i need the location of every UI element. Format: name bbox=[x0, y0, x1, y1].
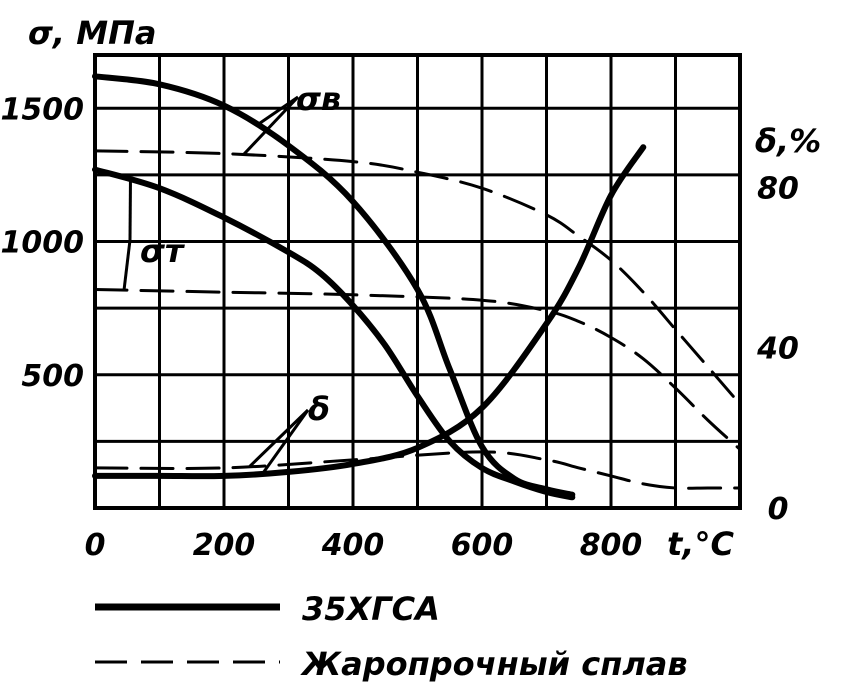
label-delta: δ bbox=[308, 390, 330, 428]
x-tick-label: 600 bbox=[451, 528, 514, 563]
label-pointers bbox=[122, 95, 310, 475]
curve-sigma-t-35xgsa bbox=[92, 166, 576, 501]
label-sigma-t: σт bbox=[140, 232, 186, 270]
plot-frame bbox=[93, 53, 742, 510]
x-tick-label: 200 bbox=[193, 528, 256, 563]
curves bbox=[92, 73, 742, 501]
leader-line-sigma-b bbox=[255, 95, 299, 127]
y-left-tick-label: 1000 bbox=[1, 226, 85, 261]
y-right-tick-label: 80 bbox=[757, 171, 799, 206]
curve-delta-heat-resistant bbox=[93, 450, 742, 490]
leader-line-delta bbox=[261, 409, 310, 475]
legend-label-35xgsa: 35ХГСА bbox=[302, 590, 440, 628]
leader-line-sigma-t bbox=[122, 239, 132, 291]
x-axis-title: t,°C bbox=[667, 525, 734, 563]
y-axis-left-title: σ, МПа bbox=[28, 14, 156, 52]
legend: 35ХГСА Жаропрочный сплав bbox=[95, 590, 688, 683]
x-tick-label: 400 bbox=[321, 528, 385, 563]
legend-label-heat-resistant: Жаропрочный сплав bbox=[300, 645, 688, 683]
curve-delta-35xgsa bbox=[92, 144, 647, 480]
tick-labels: 0 200 400 600 800 500 1000 1500 0 40 80 bbox=[1, 92, 799, 563]
x-tick-label: 0 bbox=[85, 528, 106, 563]
y-axis-right-title: δ,% bbox=[755, 122, 821, 160]
x-tick-label: 800 bbox=[580, 528, 643, 563]
y-right-tick-label: 0 bbox=[768, 492, 789, 527]
grid bbox=[95, 55, 740, 508]
leader-line-delta bbox=[248, 408, 310, 468]
y-right-tick-label: 40 bbox=[756, 332, 799, 367]
curve-sigma-b-heat-resistant bbox=[93, 149, 742, 406]
y-left-tick-label: 1500 bbox=[1, 92, 85, 127]
label-sigma-b: σв bbox=[296, 80, 341, 118]
plot-border bbox=[93, 53, 742, 510]
y-left-tick-label: 500 bbox=[21, 359, 84, 394]
leader-line-sigma-b bbox=[242, 95, 300, 156]
curve-sigma-t-heat-resistant bbox=[93, 288, 742, 451]
